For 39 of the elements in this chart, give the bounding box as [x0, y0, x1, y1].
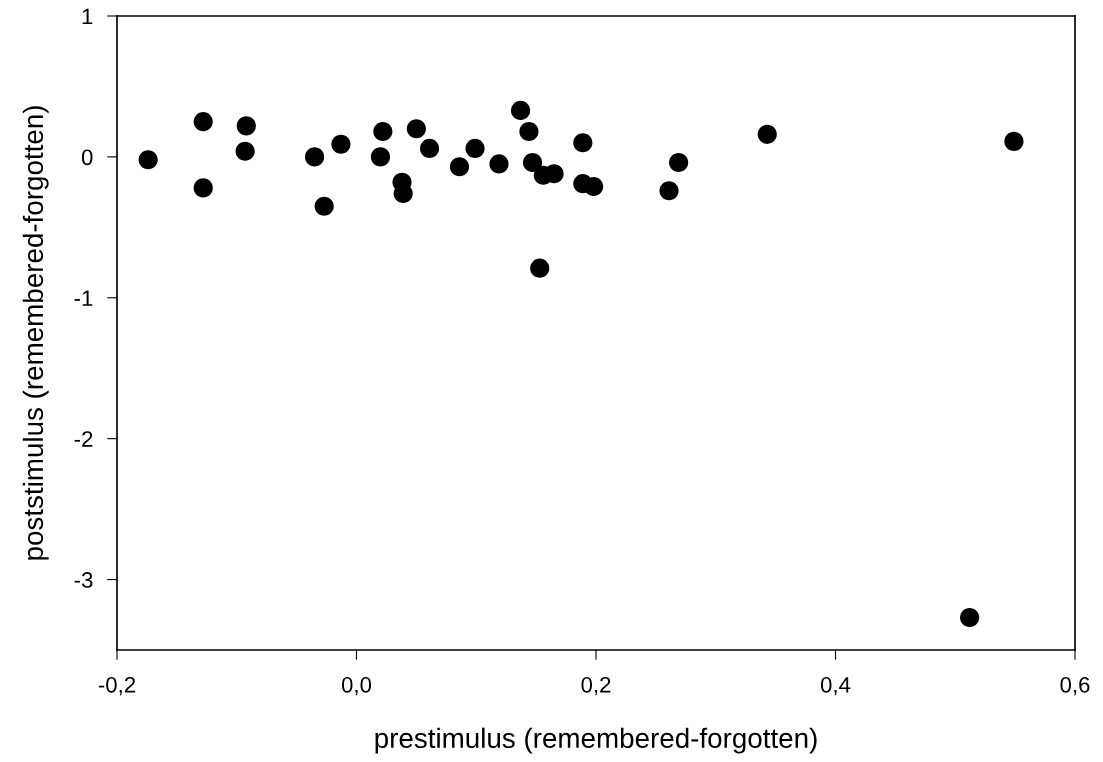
- point: [584, 176, 604, 197]
- y-tick-label: 1: [82, 8, 93, 25]
- point: [449, 157, 470, 177]
- point: [373, 121, 393, 142]
- point: [530, 258, 550, 278]
- x-tick-label: 0,2: [581, 676, 611, 696]
- point: [659, 181, 679, 201]
- point: [544, 164, 564, 184]
- point: [1004, 131, 1024, 151]
- point: [489, 154, 509, 174]
- point: [510, 100, 531, 120]
- point: [193, 112, 213, 132]
- point: [236, 116, 256, 136]
- point: [419, 138, 440, 159]
- point: [193, 178, 213, 198]
- point: [573, 133, 593, 153]
- y-tick-label: -1: [74, 290, 93, 306]
- y-tick-label: -3: [74, 572, 93, 588]
- x-tick-label: 0,0: [341, 676, 372, 696]
- point: [465, 138, 485, 159]
- point: [960, 608, 980, 628]
- y-axis-title: poststimulus (remembered-forgotten): [22, 106, 49, 560]
- point: [235, 141, 255, 161]
- point: [757, 124, 777, 144]
- x-tick-label: 0,6: [1060, 676, 1090, 696]
- point: [138, 150, 158, 170]
- x-tick-label: 0,4: [820, 676, 851, 696]
- y-tick-label: -2: [74, 431, 93, 447]
- point: [406, 119, 426, 139]
- x-tick-label: -0,2: [98, 676, 136, 696]
- point: [669, 152, 689, 173]
- y-tick-label: 0: [81, 149, 93, 166]
- x-axis-title: prestimulus (remembered-forgotten): [375, 727, 817, 754]
- point: [305, 147, 325, 167]
- point: [522, 152, 543, 173]
- point: [331, 134, 351, 154]
- point: [314, 196, 334, 216]
- point: [519, 121, 539, 142]
- point: [370, 147, 391, 167]
